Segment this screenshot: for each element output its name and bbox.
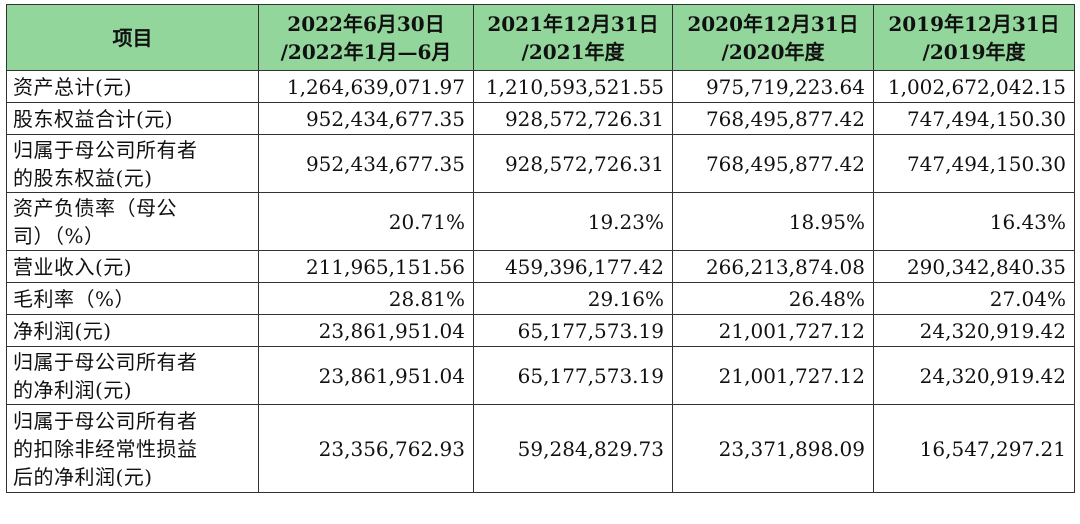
row-label: 归属于母公司所有者 的净利润(元): [6, 346, 259, 405]
table-row-total-assets: 资产总计(元) 1,264,639,071.97 1,210,593,521.5…: [6, 70, 1075, 103]
table-row-parent-net-profit-excl-nonrecurring: 归属于母公司所有者 的扣除非经常性损益 后的净利润(元) 23,356,762.…: [6, 404, 1075, 493]
row-label-line: 毛利率（%）: [13, 286, 136, 311]
cell-value: 768,495,877.42: [672, 102, 874, 135]
header-period: /2022年1月—6月: [280, 39, 452, 64]
table-row-net-profit: 净利润(元) 23,861,951.04 65,177,573.19 21,00…: [6, 314, 1075, 347]
table-header: 项目 2022年6月30日 /2022年1月—6月 2021年12月31日 /2…: [6, 4, 1075, 71]
cell-value: 747,494,150.30: [873, 134, 1075, 193]
header-period: /2020年度: [721, 39, 825, 64]
cell-value: 266,213,874.08: [672, 250, 874, 283]
header-period: /2019年度: [922, 39, 1026, 64]
cell-value: 211,965,151.56: [258, 250, 474, 283]
header-date: 2021年12月31日: [487, 11, 659, 36]
row-label-line: 的股东权益(元): [13, 165, 153, 190]
row-label-line: 的扣除非经常性损益: [13, 436, 198, 461]
header-date: 2022年6月30日: [287, 11, 445, 36]
cell-value: 747,494,150.30: [873, 102, 1075, 135]
header-2019: 2019年12月31日 /2019年度: [873, 4, 1075, 71]
cell-value: 28.81%: [258, 282, 474, 315]
cell-value: 928,572,726.31: [473, 102, 673, 135]
header-2021: 2021年12月31日 /2021年度: [473, 4, 673, 71]
cell-value: 27.04%: [873, 282, 1075, 315]
row-label: 归属于母公司所有者 的股东权益(元): [6, 134, 259, 193]
row-label-line: 资产总计(元): [13, 74, 133, 99]
cell-value: 16.43%: [873, 192, 1075, 251]
row-label-line: 净利润(元): [13, 318, 112, 343]
row-label-line: 营业收入(元): [13, 254, 133, 279]
row-label-line: 司）（%）: [13, 223, 105, 248]
cell-value: 24,320,919.42: [873, 346, 1075, 405]
cell-value: 290,342,840.35: [873, 250, 1075, 283]
cell-value: 21,001,727.12: [672, 346, 874, 405]
table-row-gross-margin: 毛利率（%） 28.81% 29.16% 26.48% 27.04%: [6, 282, 1075, 315]
cell-value: 1,002,672,042.15: [873, 70, 1075, 103]
cell-value: 21,001,727.12: [672, 314, 874, 347]
cell-value: 23,861,951.04: [258, 346, 474, 405]
header-2022h1: 2022年6月30日 /2022年1月—6月: [258, 4, 474, 71]
table-body: 资产总计(元) 1,264,639,071.97 1,210,593,521.5…: [6, 70, 1075, 493]
row-label-line: 股东权益合计(元): [13, 106, 174, 131]
cell-value: 19.23%: [473, 192, 673, 251]
row-label: 毛利率（%）: [6, 282, 259, 315]
header-date: 2019年12月31日: [888, 11, 1060, 36]
cell-value: 65,177,573.19: [473, 314, 673, 347]
cell-value: 1,264,639,071.97: [258, 70, 474, 103]
cell-value: 18.95%: [672, 192, 874, 251]
cell-value: 768,495,877.42: [672, 134, 874, 193]
cell-value: 928,572,726.31: [473, 134, 673, 193]
header-item: 项目: [6, 4, 259, 71]
cell-value: 20.71%: [258, 192, 474, 251]
cell-value: 952,434,677.35: [258, 102, 474, 135]
cell-value: 59,284,829.73: [473, 404, 673, 493]
row-label: 资产总计(元): [6, 70, 259, 103]
financial-data-table: 项目 2022年6月30日 /2022年1月—6月 2021年12月31日 /2…: [6, 4, 1075, 493]
cell-value: 1,210,593,521.55: [473, 70, 673, 103]
cell-value: 23,371,898.09: [672, 404, 874, 493]
cell-value: 65,177,573.19: [473, 346, 673, 405]
row-label: 营业收入(元): [6, 250, 259, 283]
row-label-line: 的净利润(元): [13, 377, 133, 402]
header-period: /2021年度: [521, 39, 625, 64]
cell-value: 952,434,677.35: [258, 134, 474, 193]
table-row-total-equity: 股东权益合计(元) 952,434,677.35 928,572,726.31 …: [6, 102, 1075, 135]
cell-value: 26.48%: [672, 282, 874, 315]
row-label: 资产负债率（母公 司）（%）: [6, 192, 259, 251]
cell-value: 29.16%: [473, 282, 673, 315]
row-label: 净利润(元): [6, 314, 259, 347]
row-label: 归属于母公司所有者 的扣除非经常性损益 后的净利润(元): [6, 404, 259, 493]
cell-value: 23,356,762.93: [258, 404, 474, 493]
table-row-parent-net-profit: 归属于母公司所有者 的净利润(元) 23,861,951.04 65,177,5…: [6, 346, 1075, 405]
header-date: 2020年12月31日: [687, 11, 859, 36]
cell-value: 16,547,297.21: [873, 404, 1075, 493]
row-label-line: 归属于母公司所有者: [13, 408, 198, 433]
header-item-label: 项目: [112, 25, 153, 50]
header-2020: 2020年12月31日 /2020年度: [672, 4, 874, 71]
row-label-line: 后的净利润(元): [13, 464, 153, 489]
row-label-line: 资产负债率（母公: [13, 195, 177, 220]
cell-value: 459,396,177.42: [473, 250, 673, 283]
table-row-debt-ratio: 资产负债率（母公 司）（%） 20.71% 19.23% 18.95% 16.4…: [6, 192, 1075, 251]
header-row: 项目 2022年6月30日 /2022年1月—6月 2021年12月31日 /2…: [6, 4, 1075, 71]
table-row-revenue: 营业收入(元) 211,965,151.56 459,396,177.42 26…: [6, 250, 1075, 283]
cell-value: 24,320,919.42: [873, 314, 1075, 347]
table-row-parent-equity: 归属于母公司所有者 的股东权益(元) 952,434,677.35 928,57…: [6, 134, 1075, 193]
cell-value: 23,861,951.04: [258, 314, 474, 347]
cell-value: 975,719,223.64: [672, 70, 874, 103]
row-label-line: 归属于母公司所有者: [13, 137, 198, 162]
row-label-line: 归属于母公司所有者: [13, 349, 198, 374]
row-label: 股东权益合计(元): [6, 102, 259, 135]
